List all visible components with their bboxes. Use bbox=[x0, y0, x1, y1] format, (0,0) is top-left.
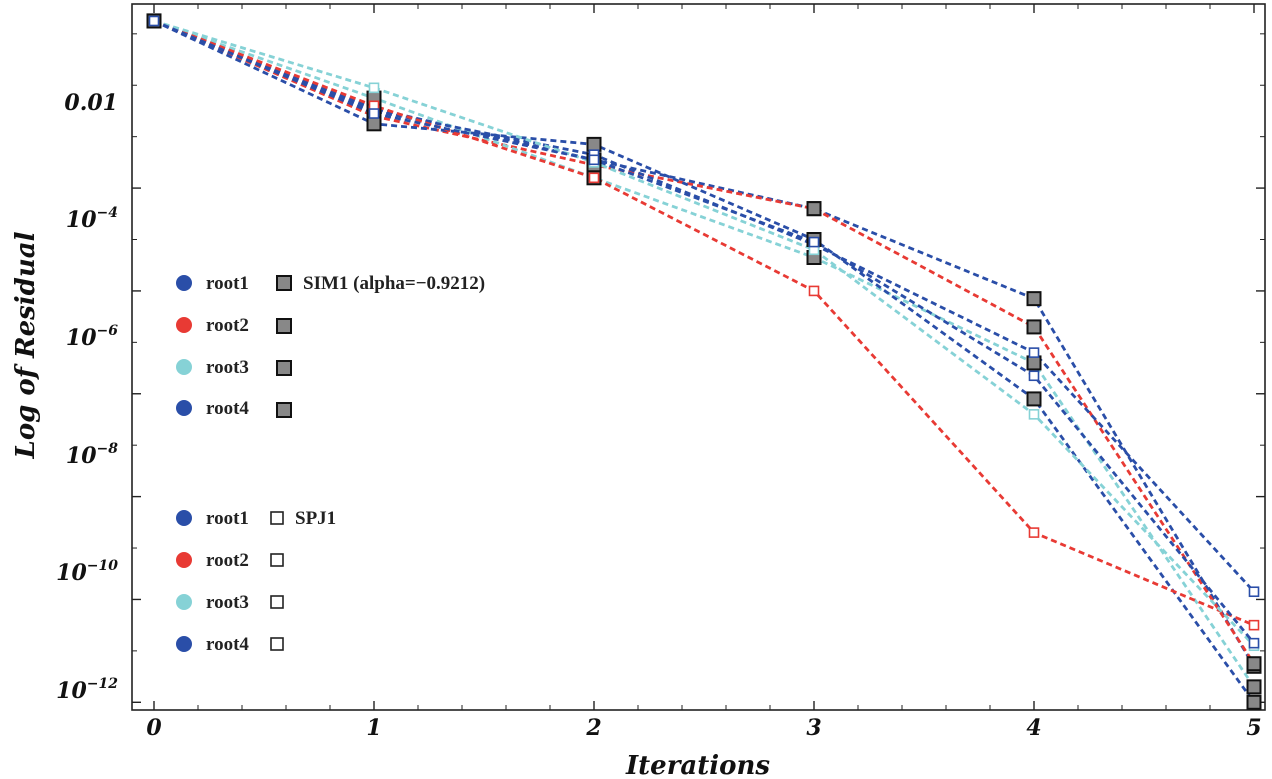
data-point-open bbox=[808, 236, 820, 248]
data-point-open bbox=[1248, 637, 1260, 649]
x-tick-label: 2 bbox=[585, 715, 601, 741]
data-point-open bbox=[1028, 527, 1040, 538]
series-line-root3-sim1 bbox=[153, 19, 1256, 688]
x-tick-labels: 0 1 2 3 4 5 bbox=[146, 715, 1261, 741]
data-point-open bbox=[1028, 409, 1040, 420]
series-line-root4-spj1 bbox=[153, 19, 1256, 645]
legend-dot-root2 bbox=[176, 552, 192, 568]
x-tick-label: 0 bbox=[146, 715, 162, 741]
data-point-open bbox=[368, 82, 380, 94]
legend-label-root2: root2 bbox=[206, 315, 249, 336]
legend-method2-label: SPJ1 bbox=[295, 508, 336, 529]
series-line-root3-spj1 bbox=[153, 19, 1256, 647]
data-point-open bbox=[1028, 370, 1040, 382]
y-tick-label-0.01: 0.01 bbox=[64, 90, 118, 116]
data-point-filled bbox=[806, 201, 822, 217]
data-point-filled bbox=[1026, 355, 1042, 371]
legend-open-square-icon bbox=[270, 553, 284, 567]
plot-frame-rect bbox=[131, 3, 1266, 711]
data-point-filled bbox=[1246, 656, 1262, 672]
data-point-open bbox=[1248, 586, 1260, 598]
data-point-filled bbox=[1026, 391, 1042, 407]
x-tick-label: 4 bbox=[1026, 715, 1041, 741]
legend: root1 SIM1 (alpha=−0.9212) root2 root3 r… bbox=[176, 273, 485, 655]
data-point-filled bbox=[1246, 679, 1262, 695]
data-point-open bbox=[368, 108, 380, 119]
legend-label-root1: root1 bbox=[206, 508, 249, 529]
x-tick-label: 3 bbox=[806, 715, 821, 741]
y-tick-label-1e-6: 10−6 bbox=[66, 323, 118, 351]
legend-dot-root1 bbox=[176, 510, 192, 526]
legend-dot-root4 bbox=[176, 400, 192, 416]
series-lines bbox=[153, 19, 1256, 704]
legend-entry-sim1-root4: root4 bbox=[176, 398, 292, 419]
legend-dot-root1 bbox=[176, 275, 192, 291]
legend-entry-spj1-root4: root4 bbox=[176, 634, 284, 655]
legend-filled-square-icon bbox=[276, 360, 292, 376]
y-tick-labels: 0.01 10−4 10−6 10−8 10−10 10−12 bbox=[56, 90, 118, 704]
legend-dot-root3 bbox=[176, 359, 192, 375]
plot-frame bbox=[131, 3, 1266, 711]
series-line-root4-sim1 bbox=[153, 19, 1256, 704]
data-point-filled bbox=[366, 116, 382, 132]
legend-label-root3: root3 bbox=[206, 357, 249, 378]
x-tick-label: 5 bbox=[1246, 715, 1261, 741]
x-tick-label: 1 bbox=[366, 715, 381, 741]
legend-label-root1: root1 bbox=[206, 273, 249, 294]
data-point-open bbox=[808, 285, 820, 297]
data-point-open bbox=[148, 15, 160, 27]
legend-open-square-icon bbox=[270, 595, 284, 609]
y-tick-label-1e-8: 10−8 bbox=[66, 441, 118, 469]
legend-dot-root2 bbox=[176, 317, 192, 333]
y-tick-label-1e-4: 10−4 bbox=[66, 205, 118, 233]
y-tick-label-1e-12: 10−12 bbox=[56, 676, 118, 704]
legend-open-square-icon bbox=[270, 511, 284, 525]
legend-label-root4: root4 bbox=[206, 634, 249, 655]
series-line-root2-spj1 bbox=[153, 19, 1255, 627]
legend-entry-spj1-root1: root1 SPJ1 bbox=[176, 508, 336, 529]
data-point-filled bbox=[1026, 319, 1042, 335]
legend-dot-root4 bbox=[176, 636, 192, 652]
legend-label-root3: root3 bbox=[206, 592, 249, 613]
y-axis-title: Log of Residual bbox=[11, 231, 41, 459]
data-point-open bbox=[588, 172, 600, 184]
legend-entry-sim1-root3: root3 bbox=[176, 357, 292, 378]
series-markers bbox=[146, 13, 1262, 710]
legend-filled-square-icon bbox=[276, 275, 292, 291]
data-point-open bbox=[1028, 347, 1040, 358]
data-point-open bbox=[1248, 619, 1260, 631]
data-point-open bbox=[588, 154, 600, 166]
legend-filled-square-icon bbox=[276, 402, 292, 418]
legend-entry-spj1-root3: root3 bbox=[176, 592, 284, 613]
legend-filled-square-icon bbox=[276, 318, 292, 334]
legend-dot-root3 bbox=[176, 594, 192, 610]
legend-label-root2: root2 bbox=[206, 550, 249, 571]
series-line-root1-sim1 bbox=[153, 19, 1256, 668]
data-point-filled bbox=[1026, 291, 1042, 307]
legend-entry-sim1-root2: root2 bbox=[176, 315, 292, 336]
legend-entry-sim1-root1: root1 SIM1 (alpha=−0.9212) bbox=[176, 273, 485, 294]
y-tick-label-1e-10: 10−10 bbox=[56, 558, 118, 586]
data-point-filled bbox=[586, 136, 602, 152]
legend-entry-spj1-root2: root2 bbox=[176, 550, 284, 571]
legend-label-root4: root4 bbox=[206, 398, 249, 419]
data-point-filled bbox=[1246, 694, 1262, 710]
x-axis-title: Iterations bbox=[625, 751, 770, 779]
legend-method1-label: SIM1 (alpha=−0.9212) bbox=[303, 273, 485, 294]
legend-open-square-icon bbox=[270, 637, 284, 651]
